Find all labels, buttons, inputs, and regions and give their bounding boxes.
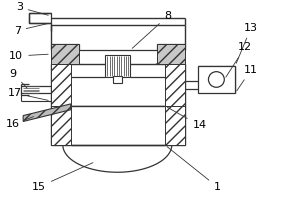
Bar — [51, 64, 185, 106]
Text: 3: 3 — [16, 2, 48, 15]
Bar — [51, 106, 71, 145]
Bar — [198, 66, 235, 93]
Text: 16: 16 — [6, 117, 34, 129]
Polygon shape — [23, 104, 71, 121]
Text: 17: 17 — [8, 88, 48, 100]
Bar — [51, 106, 185, 145]
Text: 9: 9 — [10, 69, 27, 88]
Bar — [113, 76, 122, 83]
Text: 7: 7 — [14, 23, 48, 36]
Text: 10: 10 — [9, 51, 48, 61]
Bar — [165, 106, 185, 145]
Text: 15: 15 — [32, 163, 93, 192]
Bar — [51, 64, 71, 106]
Bar — [157, 44, 185, 64]
Bar — [29, 13, 51, 23]
Text: 11: 11 — [237, 65, 258, 91]
Text: 12: 12 — [226, 42, 252, 77]
Bar — [105, 55, 130, 77]
Bar — [165, 64, 185, 106]
Text: 1: 1 — [167, 147, 221, 192]
Text: 14: 14 — [167, 107, 207, 130]
Bar — [51, 44, 79, 64]
Text: 8: 8 — [132, 11, 171, 48]
Text: 13: 13 — [236, 23, 258, 63]
Circle shape — [208, 72, 224, 87]
